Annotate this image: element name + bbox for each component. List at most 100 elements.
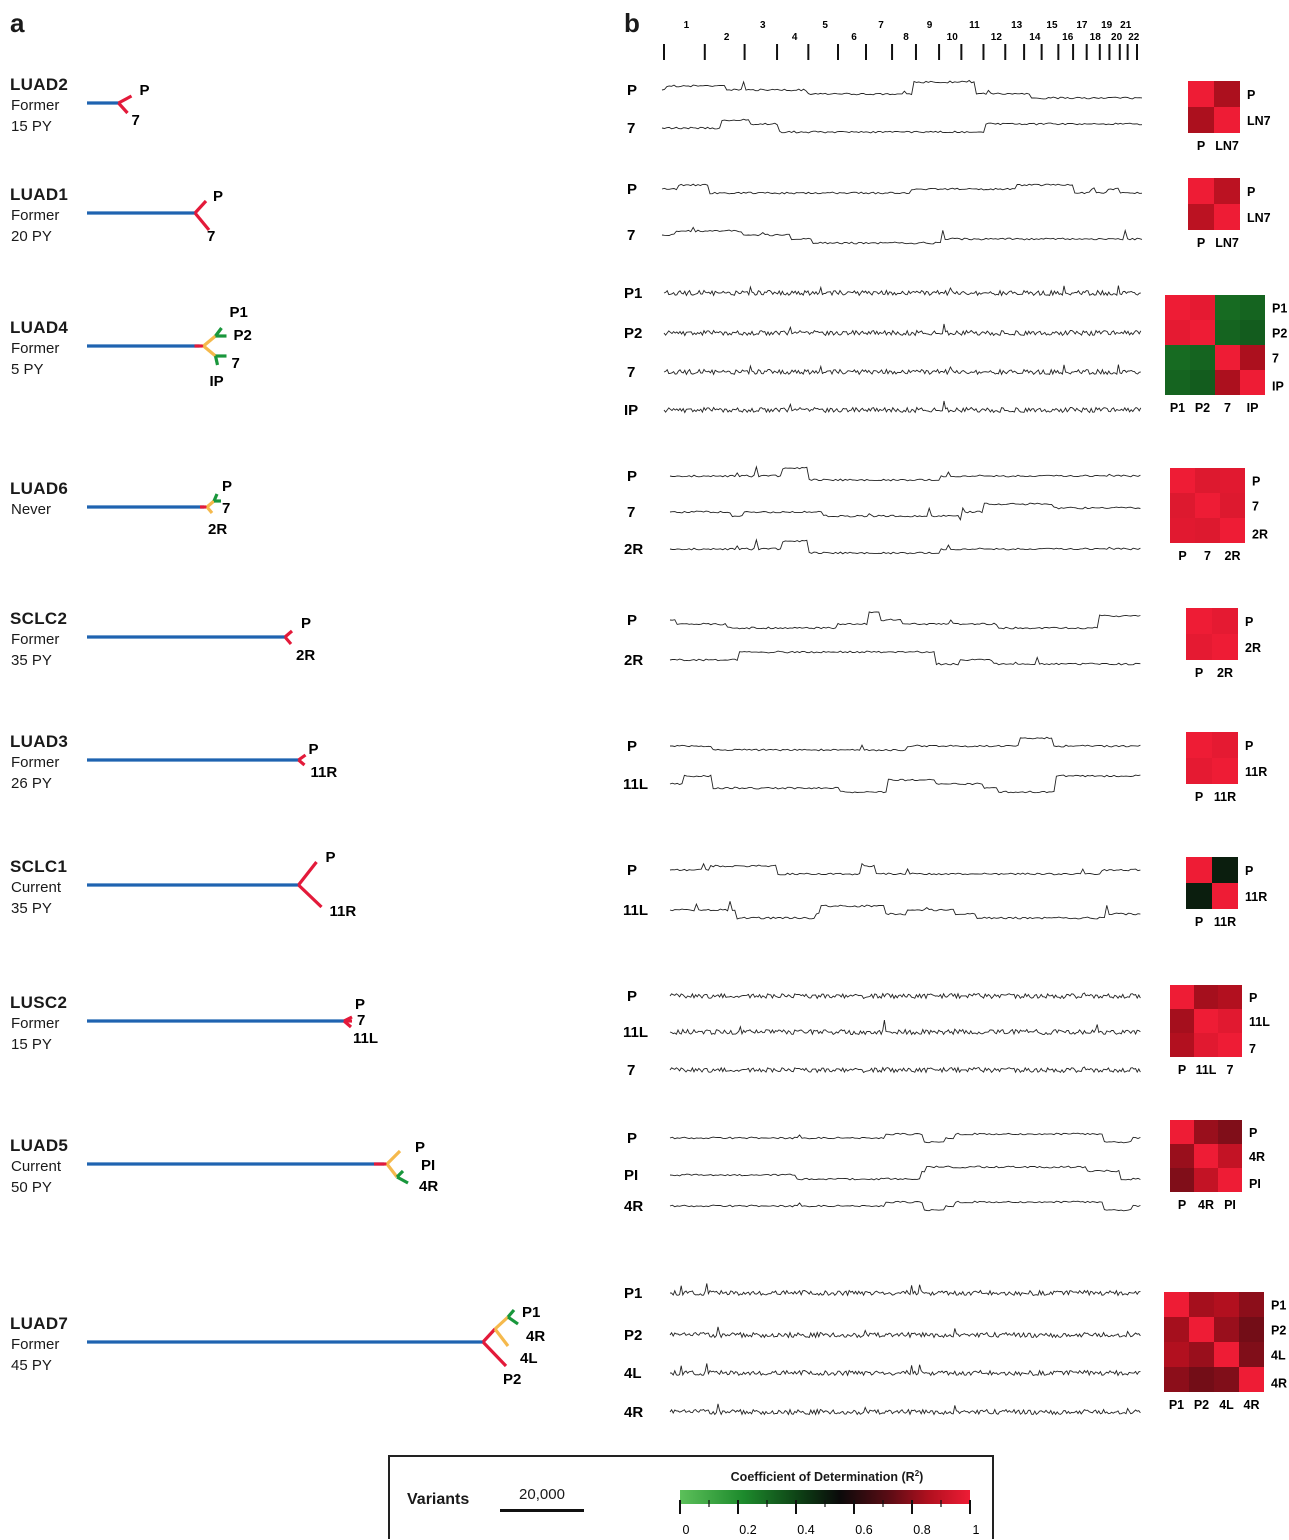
tree-leaf-label: 7	[232, 355, 240, 372]
tree-branch	[396, 1175, 409, 1185]
heatmap-row-label: PI	[1249, 1177, 1261, 1191]
tree-branch	[297, 883, 323, 909]
heatmap-col-label: P	[1195, 666, 1203, 680]
scale-value: 20,000	[519, 1486, 565, 1503]
heatmap-cell	[1218, 1033, 1242, 1057]
heatmap-cell	[1218, 1009, 1242, 1033]
heatmap-cell	[1214, 204, 1240, 230]
copy-number-trace	[669, 774, 1141, 794]
chromosome-label: 14	[1029, 32, 1041, 43]
heatmap-col-label: 2R	[1217, 666, 1233, 680]
chromosome-label: 18	[1090, 32, 1102, 43]
tree-leaf-label: 11R	[311, 764, 338, 781]
chromosome-label: 9	[927, 20, 933, 31]
tree-branch	[283, 629, 294, 639]
heatmap-cell	[1194, 1120, 1218, 1144]
heatmap-cell	[1186, 883, 1212, 909]
heatmap-cell	[1218, 1168, 1242, 1192]
track-label: P	[627, 862, 637, 879]
heatmap-cell	[1239, 1292, 1264, 1317]
heatmap-row-label: 2R	[1252, 528, 1268, 542]
heatmap-row-label: P	[1252, 475, 1260, 489]
heatmap-cell	[1170, 518, 1195, 543]
heatmap-cell	[1195, 518, 1220, 543]
copy-number-trace	[669, 538, 1141, 555]
heatmap-cell	[1190, 320, 1215, 345]
pack-years: 20 PY	[11, 228, 52, 245]
track-label: P	[627, 468, 637, 485]
heatmap-row-label: P	[1245, 739, 1253, 753]
copy-number-trace	[669, 611, 1141, 630]
tree-leaf-label: P	[415, 1139, 425, 1156]
panel-b-label: b	[624, 8, 640, 38]
copy-number-trace	[661, 226, 1143, 245]
tree-leaf-label: P2	[503, 1371, 521, 1388]
copy-number-trace	[663, 285, 1141, 297]
heatmap-cell	[1186, 732, 1212, 758]
copy-number-trace	[661, 79, 1143, 100]
smoking-status: Former	[11, 207, 60, 224]
heatmap-cell	[1214, 1292, 1239, 1317]
copy-number-trace	[669, 502, 1141, 521]
copy-number-trace	[669, 992, 1141, 1000]
case-name: LUAD3	[10, 732, 69, 751]
tree-leaf-label: P	[355, 996, 365, 1013]
heatmap-row-label: 7	[1272, 352, 1279, 366]
pack-years: 5 PY	[11, 361, 44, 378]
tree-leaf-label: P	[326, 849, 336, 866]
r2-tick-label: 0.2	[739, 1523, 756, 1537]
copy-number-trace	[669, 901, 1141, 920]
heatmap-cell	[1190, 295, 1215, 320]
heatmap-cell	[1194, 1168, 1218, 1192]
heatmap-col-label: PI	[1224, 1198, 1236, 1212]
heatmap-cell	[1189, 1367, 1214, 1392]
copy-number-tracks: P 7 P 7 P1 P2 7 IP P 7 2R P 2R P 11L P 11L P 11L 7 P PI 4R P1 P2…	[623, 79, 1143, 1421]
heatmap-cell	[1220, 493, 1245, 518]
copy-number-trace	[669, 1283, 1141, 1297]
heatmap-cell	[1218, 985, 1242, 1009]
tree-branch	[117, 94, 133, 105]
heatmap-cell	[1218, 1120, 1242, 1144]
heatmap-cell	[1170, 493, 1195, 518]
tree-branch	[385, 1149, 402, 1166]
heatmap-col-label: LN7	[1215, 139, 1239, 153]
heatmap-cell	[1214, 1342, 1239, 1367]
tree-branch	[385, 1163, 399, 1178]
chromosome-label: 16	[1062, 32, 1074, 43]
tree-leaf-label: PI	[421, 1157, 435, 1174]
track-label: 11L	[623, 902, 648, 919]
tree-leaf-label: 4L	[520, 1350, 538, 1367]
copy-number-trace	[669, 650, 1141, 666]
heatmap-cell	[1188, 107, 1214, 133]
heatmap-row-label: 11L	[1249, 1015, 1270, 1029]
heatmap-col-label: P	[1178, 1198, 1186, 1212]
copy-number-trace	[661, 118, 1143, 134]
case-name: SCLC1	[10, 857, 68, 876]
copy-number-trace	[669, 862, 1141, 876]
heatmap-cell	[1214, 1367, 1239, 1392]
tree-branch	[202, 334, 217, 348]
tree-leaf-label: P1	[230, 304, 248, 321]
tree-branch	[117, 101, 129, 115]
heatmap-col-label: P1	[1170, 401, 1185, 415]
tree-leaf-label: P	[301, 615, 311, 632]
copy-number-trace	[669, 1326, 1141, 1339]
track-label: 11L	[623, 776, 648, 793]
heatmap-cell	[1164, 1292, 1189, 1317]
heatmap-cell	[1212, 634, 1238, 660]
heatmap-cell	[1215, 295, 1240, 320]
case-name: LUAD6	[10, 479, 69, 498]
smoking-status: Never	[11, 501, 52, 518]
heatmap-row-label: 4L	[1271, 1349, 1286, 1363]
tree-leaf-label: 11R	[330, 903, 357, 920]
heatmap-row-label: P1	[1272, 302, 1287, 316]
heatmap-cell	[1186, 857, 1212, 883]
heatmap-cell	[1240, 345, 1265, 370]
tree-leaf-label: IP	[210, 373, 224, 390]
pack-years: 15 PY	[11, 118, 52, 135]
track-label: 7	[627, 227, 635, 244]
r2-color-bar	[680, 1490, 970, 1504]
heatmap-cell	[1188, 204, 1214, 230]
